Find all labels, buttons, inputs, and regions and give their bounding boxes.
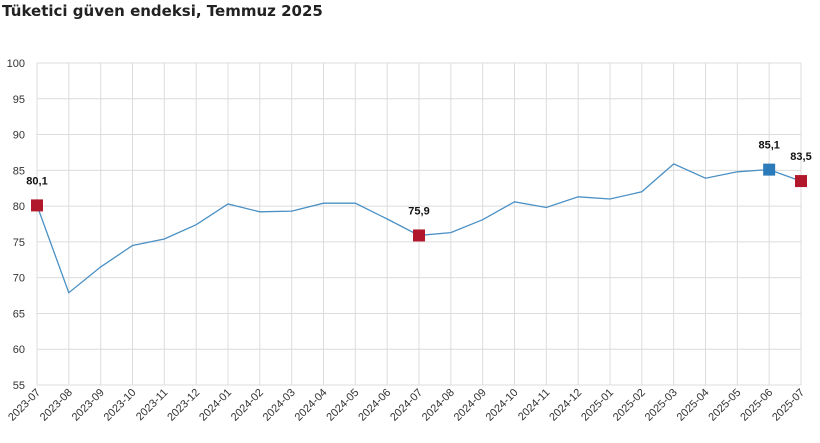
y-tick-label: 75 [13, 237, 25, 249]
x-tick-label: 2023-08 [38, 387, 75, 424]
x-tick-label: 2024-05 [324, 387, 361, 424]
x-tick-label: 2025-04 [675, 387, 712, 424]
x-tick-label: 2025-06 [738, 387, 775, 424]
x-tick-label: 2025-07 [770, 387, 807, 424]
x-tick-label: 2024-07 [388, 387, 425, 424]
x-tick-label: 2024-04 [293, 387, 330, 424]
x-tick-label: 2023-12 [165, 387, 202, 424]
x-tick-label: 2025-05 [706, 387, 743, 424]
y-axis-ticks: 55 60 65 70 75 80 85 90 95 100 [7, 58, 25, 392]
x-tick-label: 2025-01 [579, 387, 616, 424]
x-tick-label: 2025-03 [643, 387, 680, 424]
data-label: 85,1 [758, 140, 779, 152]
x-tick-label: 2023-07 [6, 387, 43, 424]
x-tick-label: 2024-03 [261, 387, 298, 424]
y-tick-label: 60 [13, 344, 25, 356]
x-tick-label: 2024-06 [356, 387, 393, 424]
highlight-markers: 80,1 75,9 85,1 83,5 [26, 140, 812, 242]
y-tick-label: 70 [13, 273, 25, 285]
x-tick-label: 2024-09 [452, 387, 489, 424]
y-tick-label: 85 [13, 165, 25, 177]
x-tick-label: 2024-10 [484, 387, 521, 424]
x-tick-label: 2023-11 [134, 387, 170, 423]
x-tick-label: 2024-08 [420, 387, 457, 424]
data-label: 83,5 [790, 151, 811, 163]
y-tick-label: 95 [13, 94, 25, 106]
data-label: 80,1 [26, 175, 47, 187]
y-tick-label: 100 [7, 58, 25, 70]
y-tick-label: 55 [13, 380, 25, 392]
highlight-marker [31, 199, 43, 212]
chart-title: Tüketici güven endeksi, Temmuz 2025 [2, 2, 323, 20]
x-tick-label: 2023-10 [102, 387, 139, 424]
x-tick-label: 2024-01 [197, 387, 234, 424]
grid [36, 62, 802, 386]
x-tick-label: 2024-12 [547, 387, 584, 424]
y-tick-label: 80 [13, 201, 25, 213]
highlight-marker [763, 163, 776, 176]
highlight-marker [413, 229, 425, 242]
x-tick-label: 2024-11 [516, 387, 552, 423]
data-label: 75,9 [408, 205, 429, 217]
highlight-marker [795, 175, 807, 188]
x-tick-label: 2025-02 [611, 387, 648, 424]
x-axis-ticks: 2023-072023-082023-092023-102023-112023-… [6, 387, 807, 424]
x-tick-label: 2023-09 [70, 387, 107, 424]
x-tick-label: 2024-02 [229, 387, 266, 424]
y-tick-label: 90 [13, 130, 25, 142]
y-tick-label: 65 [13, 308, 25, 320]
